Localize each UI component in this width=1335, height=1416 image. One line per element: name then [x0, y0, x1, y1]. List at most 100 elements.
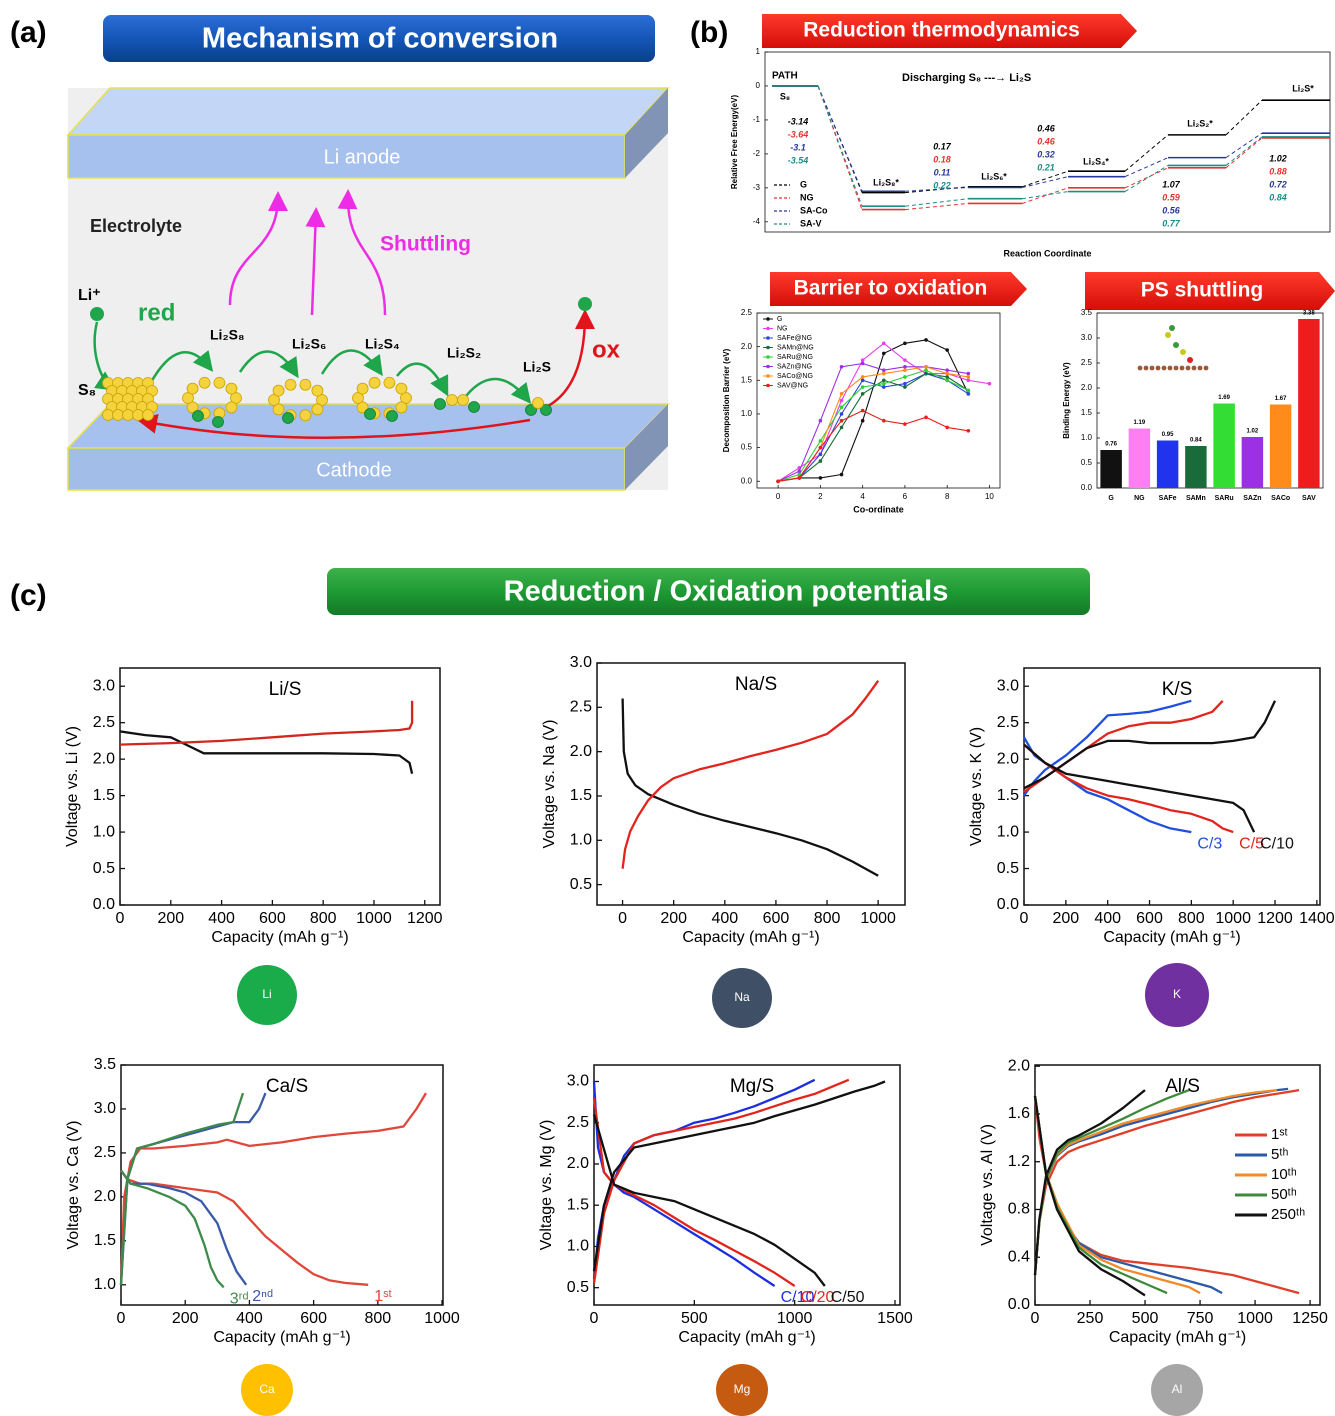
- y-tick-label: 3.0: [570, 654, 592, 671]
- banner-title: Reduction / Oxidation potentials: [504, 576, 949, 608]
- y-tick-label: 2.5: [94, 1144, 116, 1161]
- legend-label: SAFe@NG: [777, 335, 812, 342]
- value-label: 1.69: [1218, 395, 1230, 401]
- atom: [213, 417, 224, 428]
- marker: [840, 426, 844, 430]
- y-tick-label: 0.8: [1008, 1201, 1030, 1218]
- x-tick-label: 0: [117, 1310, 126, 1327]
- y-tick-label: 1.0: [570, 832, 592, 849]
- y-tick-label: 0.5: [93, 860, 115, 877]
- atom: [469, 402, 480, 413]
- x-tick-label: 1000: [1237, 1310, 1273, 1327]
- banner-title: Barrier to oxidation: [794, 277, 988, 300]
- molecule-atom: [1180, 349, 1186, 355]
- y-tick-label: 2.5: [997, 714, 1019, 731]
- y-tick-label: 0.0: [1008, 1296, 1030, 1313]
- atom: [533, 398, 544, 409]
- bar: [1100, 450, 1121, 488]
- y-tick-label: 1.5: [997, 787, 1019, 804]
- x-tick-label: SAMn: [1186, 495, 1206, 502]
- anode-label: Li anode: [324, 146, 401, 168]
- step-label: 0.17: [933, 141, 952, 151]
- legend-marker: [766, 327, 770, 331]
- atom: [285, 379, 296, 390]
- y-axis-label: Binding Energy (eV): [1062, 362, 1071, 439]
- atom: [387, 411, 398, 422]
- marker: [903, 368, 907, 372]
- marker: [945, 426, 949, 430]
- marker: [903, 385, 907, 389]
- atom: [435, 399, 446, 410]
- legend-label: G: [777, 316, 782, 323]
- panel-label: (c): [10, 579, 47, 612]
- legend-label: SA-V: [800, 218, 822, 228]
- marker: [861, 379, 865, 383]
- series-line: [121, 1093, 426, 1285]
- element-label: Mg: [734, 1382, 751, 1396]
- marker: [882, 368, 886, 372]
- electrolyte-label: Electrolyte: [90, 216, 182, 236]
- atom: [458, 395, 469, 406]
- series-line: [594, 1115, 825, 1287]
- marker: [861, 362, 865, 366]
- species-label: Li₂S₄: [365, 336, 400, 352]
- ox-label: ox: [592, 336, 621, 363]
- x-tick-label: 500: [1132, 1310, 1159, 1327]
- marker: [882, 385, 886, 389]
- x-axis-label: Capacity (mAh g⁻¹): [1109, 1329, 1246, 1346]
- atom: [193, 411, 204, 422]
- step-label: 0.21: [1037, 162, 1055, 172]
- molecule-atom: [1168, 366, 1173, 371]
- series-line: [1035, 1089, 1288, 1275]
- marker: [882, 382, 886, 386]
- value-label: 1.02: [1247, 429, 1259, 435]
- x-axis-label: Capacity (mAh g⁻¹): [678, 1329, 815, 1346]
- x-axis-label: Capacity (mAh g⁻¹): [211, 929, 348, 946]
- step-label: 0.46: [1037, 123, 1056, 133]
- marker: [967, 375, 971, 379]
- connector: [1022, 171, 1068, 187]
- y-tick-label: 2.0: [997, 750, 1019, 767]
- step-label: -3.64: [788, 129, 809, 139]
- y-tick-label: -1: [753, 115, 761, 124]
- y-tick-label: 3.0: [93, 677, 115, 694]
- x-tick-label: 1250: [1292, 1310, 1328, 1327]
- marker: [924, 365, 928, 369]
- y-tick-label: 2.5: [741, 308, 753, 317]
- series-label: C/50: [831, 1289, 865, 1306]
- marker: [903, 365, 907, 369]
- y-tick-label: 3.0: [1081, 333, 1093, 342]
- y-axis-label: Voltage vs. Na (V): [541, 720, 558, 849]
- legend-label: SACo@NG: [777, 373, 813, 380]
- molecule-atom: [1144, 366, 1149, 371]
- x-tick-label: 200: [172, 1310, 199, 1327]
- series-line: [594, 1080, 849, 1284]
- series-line: [120, 701, 412, 745]
- legend-marker: [766, 374, 770, 378]
- marker: [819, 419, 823, 423]
- atom: [396, 383, 407, 394]
- y-tick-label: 2.0: [741, 342, 753, 351]
- atom: [273, 385, 284, 396]
- marker: [988, 382, 992, 386]
- step-label: 0.77: [1162, 218, 1181, 228]
- x-tick-label: 0: [1020, 910, 1029, 927]
- step-label: 0.46: [1037, 136, 1056, 146]
- element-label: Li: [262, 987, 271, 1001]
- y-tick-label: 1.0: [93, 823, 115, 840]
- legend-marker: [766, 336, 770, 340]
- marker: [924, 368, 928, 372]
- y-tick-label: 1.0: [567, 1238, 589, 1255]
- marker: [903, 375, 907, 379]
- connector: [1226, 138, 1262, 168]
- x-tick-label: 600: [300, 1310, 327, 1327]
- marker: [840, 405, 844, 409]
- marker: [967, 379, 971, 383]
- marker: [945, 348, 949, 352]
- state-label: S₈: [780, 91, 790, 101]
- species-label: Li₂S₈: [210, 327, 245, 343]
- y-axis-label: Voltage vs. Li (V): [64, 726, 81, 847]
- connector: [1125, 158, 1168, 177]
- series-line: [121, 1171, 368, 1285]
- x-tick-label: 0: [590, 1310, 599, 1327]
